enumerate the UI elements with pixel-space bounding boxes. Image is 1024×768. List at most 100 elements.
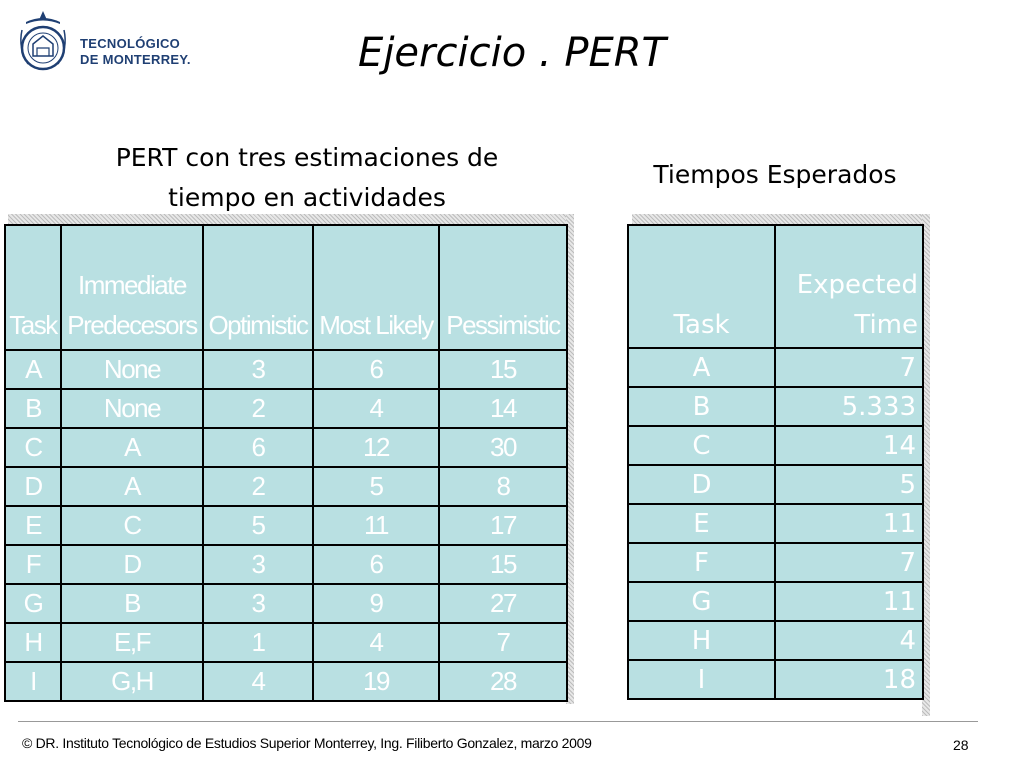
cell-task: D	[4, 466, 62, 507]
cell-most-likely: 12	[312, 427, 440, 468]
cell-task: F	[627, 542, 776, 583]
table-header-row: Task Immediate Predecesors Optimistic Mos…	[4, 224, 568, 351]
cell-expected-time: 5.333	[774, 386, 924, 427]
cell-predecessors: None	[60, 349, 204, 390]
cell-optimistic: 4	[202, 661, 314, 702]
header-pred-line-1: Immediate	[78, 270, 187, 300]
table-row: A None 3 6 15	[4, 349, 568, 390]
cell-task: A	[627, 347, 776, 388]
cell-optimistic: 5	[202, 505, 314, 546]
cell-task: E	[627, 503, 776, 544]
cell-expected-time: 11	[774, 503, 924, 544]
cell-expected-time: 4	[774, 620, 924, 661]
cell-most-likely: 4	[312, 388, 440, 429]
footer-copyright: © DR. Instituto Tecnológico de Estudios …	[22, 735, 592, 751]
table-row: C A 6 12 30	[4, 427, 568, 468]
subtitle-left-line-2: tiempo en actividades	[168, 183, 446, 212]
cell-task: A	[4, 349, 62, 390]
cell-most-likely: 5	[312, 466, 440, 507]
cell-pessimistic: 17	[438, 505, 568, 546]
table-row: G 11	[627, 581, 924, 622]
cell-predecessors: G,H	[60, 661, 204, 702]
logo-line-1: TECNOLÓGICO	[80, 36, 181, 51]
cell-predecessors: D	[60, 544, 204, 585]
table1-shadow-right	[566, 214, 574, 704]
cell-most-likely: 4	[312, 622, 440, 663]
cell-task: H	[4, 622, 62, 663]
cell-optimistic: 3	[202, 349, 314, 390]
logo-line-2: DE MONTERREY.	[80, 52, 191, 67]
cell-most-likely: 6	[312, 544, 440, 585]
cell-pessimistic: 14	[438, 388, 568, 429]
cell-task: G	[627, 581, 776, 622]
table2-shadow-top	[632, 214, 930, 224]
header-expected-time: Expected Time	[774, 224, 924, 349]
header-pessimistic: Pessimistic	[438, 224, 568, 351]
cell-most-likely: 11	[312, 505, 440, 546]
cell-most-likely: 9	[312, 583, 440, 624]
cell-task: F	[4, 544, 62, 585]
header-predecessors: Immediate Predecesors	[60, 224, 204, 351]
cell-optimistic: 2	[202, 466, 314, 507]
subtitle-right: Tiempos Esperados	[653, 160, 897, 189]
table-row: C 14	[627, 425, 924, 466]
logo-text: TECNOLÓGICO DE MONTERREY.	[80, 36, 191, 68]
cell-task: H	[627, 620, 776, 661]
header-task: Task	[627, 224, 776, 349]
cell-task: G	[4, 583, 62, 624]
cell-predecessors: C	[60, 505, 204, 546]
table-row: B 5.333	[627, 386, 924, 427]
table-row: H E,F 1 4 7	[4, 622, 568, 663]
table-row: I G,H 4 19 28	[4, 661, 568, 702]
header-most-likely: Most Likely	[312, 224, 440, 351]
cell-expected-time: 18	[774, 659, 924, 700]
institution-logo: TECNOLÓGICO DE MONTERREY.	[14, 8, 204, 74]
footer-divider	[18, 721, 978, 722]
cell-predecessors: A	[60, 466, 204, 507]
page-number: 28	[953, 737, 969, 753]
cell-expected-time: 14	[774, 425, 924, 466]
cell-optimistic: 3	[202, 544, 314, 585]
cell-optimistic: 3	[202, 583, 314, 624]
subtitle-left: PERT con tres estimaciones de tiempo en …	[92, 138, 522, 218]
header-expected-line-2: Time	[854, 310, 918, 340]
cell-task: I	[627, 659, 776, 700]
header-expected-line-1: Expected	[796, 270, 918, 300]
table-row: G B 3 9 27	[4, 583, 568, 624]
header-pred-line-2: Predecesors	[67, 310, 198, 340]
cell-task: B	[4, 388, 62, 429]
table2-shadow-right	[922, 214, 930, 716]
cell-task: D	[627, 464, 776, 505]
cell-task: E	[4, 505, 62, 546]
cell-predecessors: A	[60, 427, 204, 468]
cell-expected-time: 5	[774, 464, 924, 505]
cell-most-likely: 19	[312, 661, 440, 702]
cell-pessimistic: 15	[438, 349, 568, 390]
slide-title: Ejercicio . PERT	[358, 30, 666, 76]
table1-shadow-top	[8, 214, 574, 224]
subtitle-left-line-1: PERT con tres estimaciones de	[115, 143, 499, 172]
cell-expected-time: 7	[774, 542, 924, 583]
cell-task: C	[627, 425, 776, 466]
table-row: E 11	[627, 503, 924, 544]
seal-icon	[20, 11, 66, 71]
cell-pessimistic: 30	[438, 427, 568, 468]
cell-task: B	[627, 386, 776, 427]
table-row: F D 3 6 15	[4, 544, 568, 585]
cell-optimistic: 2	[202, 388, 314, 429]
cell-task: I	[4, 661, 62, 702]
cell-pessimistic: 15	[438, 544, 568, 585]
cell-predecessors: B	[60, 583, 204, 624]
cell-pessimistic: 28	[438, 661, 568, 702]
cell-task: C	[4, 427, 62, 468]
table-row: I 18	[627, 659, 924, 700]
cell-pessimistic: 8	[438, 466, 568, 507]
cell-most-likely: 6	[312, 349, 440, 390]
cell-optimistic: 1	[202, 622, 314, 663]
cell-pessimistic: 7	[438, 622, 568, 663]
